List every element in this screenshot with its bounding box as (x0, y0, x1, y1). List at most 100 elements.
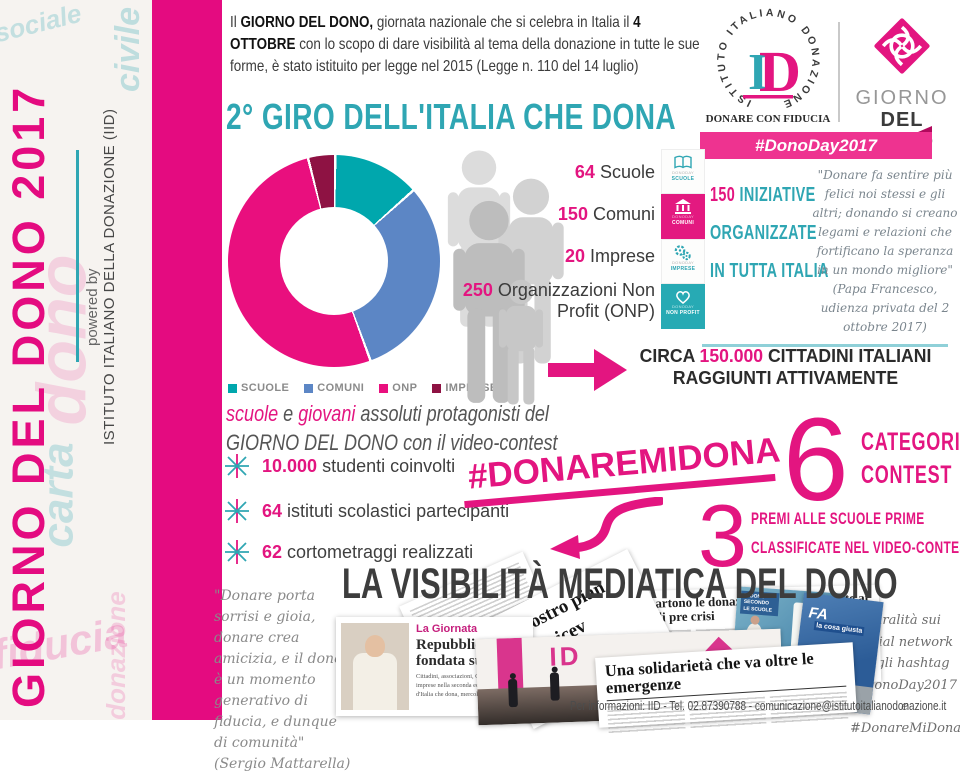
donut-chart (228, 155, 440, 367)
iniziative-line3: IN TUTTA ITALIA (710, 260, 829, 282)
donoday-icon-strip: DONODAY SCUOLE DONODAY COMUNI DONODAY IM… (661, 149, 705, 329)
iniziative-line1: 150 INIZIATIVE (710, 176, 818, 214)
gdd-diamond-icon (874, 18, 930, 74)
protagonists-highlight: scuole (226, 401, 279, 426)
stat-scuole: 64 Scuole (443, 162, 655, 183)
tile-comuni: DONODAY COMUNI (661, 194, 705, 239)
legend-swatch (432, 383, 442, 393)
sparkle-icon (225, 499, 249, 523)
logo-divider (838, 22, 840, 122)
tile-brand: DONODAY (671, 170, 695, 175)
legend-label: ONP (392, 382, 418, 394)
bullet-label: istituti scolastici partecipanti (282, 500, 510, 521)
contest-label-categorie: CATEGORIE (861, 428, 960, 456)
protagonists-line2: GIORNO DEL DONO con il video-contest (226, 430, 558, 455)
intro-bold: GIORNO DEL DONO, (240, 14, 374, 31)
newspaper-clipping-solidarieta: Una solidarietà che va oltre le emergenz… (595, 642, 857, 734)
protagonists-text: assoluti protagonisti del (355, 401, 549, 426)
curved-arrow-icon (550, 497, 663, 559)
legend-swatch (228, 383, 237, 393)
iniziative-line2: ORGANIZZATE (710, 222, 817, 244)
stat-value: 150 (557, 204, 588, 224)
stat-label: Organizzazioni Non Profit (ONP) (492, 280, 655, 321)
stat-value: 64 (574, 162, 595, 182)
pope-photo (341, 623, 409, 710)
papa-francesco-quote: "Donare fa sentire più felici noi stessi… (812, 168, 958, 334)
tv-show-subtitle: la cosa giusta (813, 621, 865, 637)
intro-text: giornata nazionale che si celebra in Ita… (373, 14, 634, 31)
tile-non-profit: DONODAY NON PROFIT (661, 284, 705, 329)
right-arrow-icon (548, 349, 627, 391)
tile-label: IMPRESE (670, 265, 696, 272)
stat-label: Comuni (587, 204, 655, 224)
magenta-accent-bar (152, 0, 222, 720)
sparkle-icon (225, 540, 249, 564)
intro-paragraph: Il GIORNO DEL DONO, giornata nazionale c… (230, 12, 705, 78)
intro-bold: 4 OTTOBRE (230, 14, 641, 54)
powered-by-label: powered by (84, 268, 101, 346)
stat-imprese: 20 Imprese (443, 246, 655, 267)
heart-icon (676, 291, 690, 304)
book-icon (674, 155, 692, 169)
protagonists-caption: scuole e giovani assoluti protagonisti d… (226, 399, 558, 457)
media-section-title: LA VISIBILITÀ MEDIATICA DEL DONO (342, 560, 898, 608)
donut-hole (279, 206, 389, 316)
bullet-studenti: 10.000 studenti coinvolti (224, 453, 455, 479)
tile-label: NON PROFIT (666, 309, 700, 316)
bullet-number: 10.000 (262, 455, 318, 476)
stat-value: 250 (462, 280, 493, 300)
stat-comuni: 150 Comuni (443, 204, 655, 225)
stat-label: Scuole (594, 162, 655, 182)
legend-item: ONP (379, 382, 417, 394)
iniziative-number: 150 (710, 184, 736, 206)
footer-contact-info: Per informazioni: IID - Tel. 02.87390788… (570, 699, 947, 713)
bullet-cortometraggi: 62 cortometraggi realizzati (224, 539, 473, 565)
iniziative-word: INIZIATIVE (735, 184, 816, 206)
premi-line2: CLASSIFICATE NEL VIDEO-CONTEST (751, 538, 960, 557)
sparkle-icon (225, 454, 249, 478)
horizontal-rule (702, 344, 948, 347)
gdd-word-giorno: GIORNO (855, 87, 949, 109)
reach-text: CIRCA (639, 345, 700, 366)
protagonists-highlight: giovani (298, 401, 356, 426)
reach-number: 150.000 (699, 345, 764, 366)
legend-swatch (379, 383, 389, 393)
legend-label: SCUOLE (241, 382, 290, 394)
page-title: 2° GIRO DELL'ITALIA CHE DONA (226, 96, 677, 137)
reach-text: CITTADINI ITALIANI (763, 345, 932, 366)
iid-underline (743, 95, 793, 99)
protagonists-line1: scuole e giovani assoluti protagonisti d… (226, 399, 558, 428)
intro-text: Il (230, 14, 241, 31)
reach-line1: CIRCA 150.000 CITTADINI ITALIANI (626, 345, 944, 367)
person-silhouette (507, 679, 518, 708)
bullet-number: 62 (262, 541, 283, 562)
tile-label: SCUOLE (671, 175, 695, 182)
tile-imprese: DONODAY IMPRESE (661, 239, 705, 284)
premi-number-3: 3 (698, 486, 747, 585)
tile-scuole: DONODAY SCUOLE (661, 149, 705, 194)
stat-value: 20 (564, 246, 585, 266)
left-sidebar: civile dono sociale fiducia carta donazi… (0, 0, 152, 720)
gears-icon (674, 245, 691, 261)
bullet-label: studenti coinvolti (317, 455, 456, 476)
iid-letter-i: I (748, 44, 768, 101)
legend-label: COMUNI (317, 382, 365, 394)
tile-brand: DONODAY (671, 214, 695, 219)
person-silhouette (549, 672, 560, 701)
legend-item: COMUNI (304, 382, 364, 394)
tile-label: COMUNI (671, 219, 695, 226)
legend-item: SCUOLE (228, 382, 289, 394)
poster-title-vertical: GIORNO DEL DONO 2017 (3, 83, 54, 708)
bullet-text: 62 cortometraggi realizzati (262, 542, 473, 563)
bullet-text: 64 istituti scolastici partecipanti (262, 501, 509, 522)
iid-letter-d: D (759, 39, 801, 104)
stat-onp: 250 Organizzazioni Non Profit (ONP) (443, 280, 655, 322)
vertical-divider (76, 150, 79, 362)
iid-logo: ISTITUTO ITALIANO DONAZIONE I D DONARE C… (706, 7, 831, 125)
tile-brand: DONODAY (671, 260, 695, 265)
bullet-number: 64 (262, 500, 283, 521)
legend-swatch (304, 383, 314, 393)
reach-line2: RAGGIUNTI ATTIVAMENTE (672, 367, 899, 388)
bullet-istituti: 64 istituti scolastici partecipanti (224, 498, 509, 524)
intro-text: con lo scopo di dare visibilità al tema … (230, 36, 700, 76)
